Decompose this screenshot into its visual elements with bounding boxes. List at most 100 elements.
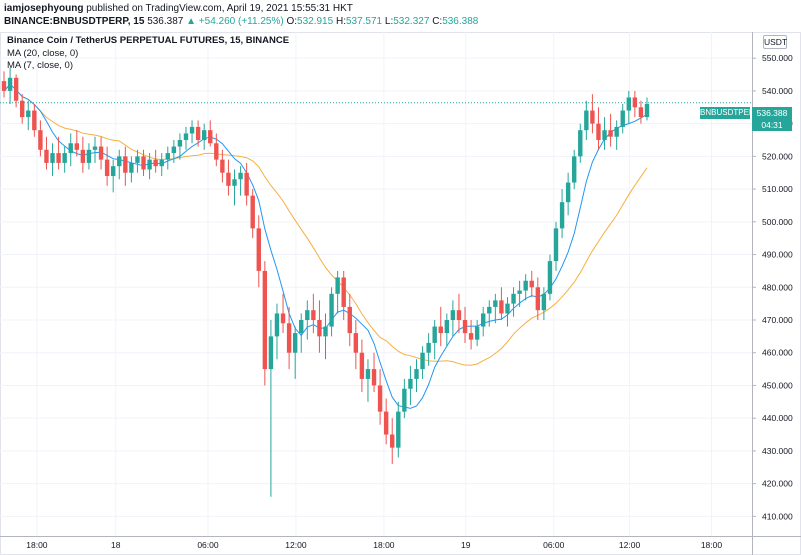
candle-body [420,352,425,370]
candle-body [19,100,25,118]
chart-border [0,32,801,555]
candle-body [44,149,49,163]
chart-legend: Binance Coin / TetherUS PERPETUAL FUTURE… [7,35,289,73]
candle-body [214,143,219,160]
candle-body [208,130,213,144]
candle-body [632,97,638,108]
candle-body [13,77,19,101]
legend-ma7[interactable]: MA (7, close, 0) [7,60,73,71]
candle-body [262,270,268,370]
low-value: 532.327 [393,16,430,27]
candle-body [590,110,595,124]
candle-body [317,320,322,337]
candle-body [529,280,534,288]
candle-body [153,159,158,167]
candle-body [578,130,583,157]
candle-body [523,280,528,291]
candle-body [347,306,352,334]
x-tick-label: 12:00 [285,540,307,550]
y-tick-label: 440.000 [762,413,793,423]
candle-body [553,228,559,262]
candle-body [432,326,437,343]
y-tick-label: 450.000 [762,380,793,390]
candle-body [189,126,195,134]
candle-body [256,228,261,271]
candle-body [565,182,571,203]
candle-body [487,306,492,314]
candle-body [462,320,468,334]
candle-body [608,130,613,137]
candle-body [244,172,249,196]
candle-body [383,411,389,435]
candle-body [353,333,359,353]
candle-body [572,156,577,183]
candle-body [511,293,516,304]
ma20-line [3,83,648,366]
candle-body [86,149,92,163]
y-tick-label: 460.000 [762,348,793,358]
y-tick-label: 490.000 [762,250,793,260]
candle-body [159,159,164,167]
ma7-line [3,83,648,409]
high-value: 537.571 [345,16,383,27]
author-name[interactable]: iamjosephyoung [4,3,84,14]
candle-body [547,261,553,294]
candle-body [402,388,407,412]
candle-body [183,133,189,140]
y-tick-label: 500.000 [762,217,793,227]
legend-ma20[interactable]: MA (20, close, 0) [7,47,79,59]
candle-body [274,313,280,337]
candle-body [456,310,462,320]
legend-title: Binance Coin / TetherUS PERPETUAL FUTURE… [7,35,290,46]
candle-body [365,369,371,379]
candle-body [104,159,110,176]
open-value: 532.915 [297,16,334,27]
candle-body [129,162,134,173]
y-tick-label: 410.000 [762,511,793,521]
candle-body [584,110,589,131]
candle-body [299,320,304,334]
candle-body [517,290,522,294]
candle-body [602,130,607,140]
candle-body [141,156,146,170]
candle-body [7,77,13,91]
candle-body [444,320,450,334]
x-tick-label: 12:00 [619,540,641,550]
candle-body [620,110,625,127]
candle-body [499,300,504,314]
candle-body [280,313,286,324]
candle-body [614,126,619,137]
candle-body [396,411,401,448]
y-tick-label: 550.000 [762,53,793,63]
x-tick-label: 18:00 [373,540,395,550]
candle-body [117,156,122,167]
candle-body [147,159,152,170]
low-label: L: [384,16,394,27]
candle-body [644,104,650,118]
candle-body [220,159,225,173]
candle-body [74,143,79,150]
close-label: C: [432,16,443,27]
candle-body [559,202,565,229]
candle-body [98,146,104,160]
close-value: 536.388 [442,16,479,27]
countdown-timer: 04:31 [761,120,783,130]
candle-body [638,107,644,118]
x-tick-label: 18 [111,540,121,550]
candle-body [62,153,67,163]
candle-body [596,123,601,140]
candle-body [377,385,383,412]
candle-body [414,369,419,379]
last-price-tag: 536.388 04:31 [752,107,792,131]
last-price: 536.387 [147,16,184,27]
candle-body [56,153,61,163]
x-tick-label: 18:00 [701,540,723,550]
candle-body [329,293,334,327]
currency-button[interactable]: USDT [763,35,788,49]
candle-body [68,143,73,154]
symbol-price-tag: BNBUSDTPERP [700,107,761,119]
y-tick-label: 470.000 [762,315,793,325]
last-price-tag-value: 536.388 [756,108,788,118]
candle-body [408,378,413,389]
